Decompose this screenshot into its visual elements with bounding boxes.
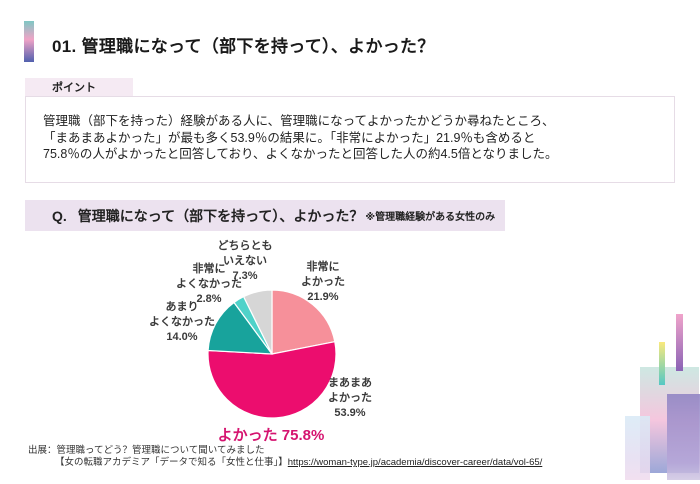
pie-label-text: いえない — [223, 255, 267, 267]
pie-label-text: まあまあ — [328, 377, 372, 389]
point-text-line: 「まあまあよかった」が最も多く53.9％の結果に。「非常によかった」21.9％も… — [43, 130, 536, 145]
pie-callout: よかった 75.8% — [217, 427, 325, 444]
pie-label-very-bad: 非常に よくなかった 2.8% — [170, 262, 248, 307]
pie-slice — [242, 289, 273, 355]
pie-label-value: 21.9% — [307, 291, 339, 303]
point-text-line: 管理職（部下を持った）経験がある人に、管理職になってよかったかどうか尋ねたところ… — [43, 114, 555, 128]
deco-gradient-square — [640, 367, 699, 473]
source-line-2-prefix: 【女の転職アカデミア「データで知る「女性と仕事」】 — [55, 457, 288, 468]
pie-label-value: 53.9% — [334, 407, 366, 419]
deco-lightblue-rect — [625, 416, 650, 480]
pie-label-value: 14.0% — [166, 331, 198, 343]
source-line-1: 出展：管理職ってどう？管理職について聞いてみました — [28, 445, 265, 456]
pie-label-very-good: 非常に よかった 21.9% — [288, 260, 358, 305]
pie-label-text: 非常に — [306, 261, 340, 273]
pie-label-value: 2.8% — [196, 293, 222, 305]
question-note: ※管理職経験がある女性のみ — [365, 212, 496, 223]
pie-label-value: 7.3% — [232, 270, 258, 282]
title-accent-bar — [24, 21, 34, 62]
pie-label-text: あまり — [165, 301, 199, 313]
pie-label-not-good: あまり よくなかった 14.0% — [134, 300, 230, 345]
pie-label-text: よかった — [301, 276, 345, 288]
pie-label-neither: どちらとも いえない 7.3% — [212, 239, 278, 284]
pie-label-text: よかった — [328, 392, 372, 404]
source-link[interactable]: https://woman-type.jp/academia/discover-… — [287, 457, 543, 468]
deco-pink-purple-bar — [676, 314, 683, 371]
point-box: 管理職（部下を持った）経験がある人に、管理職になってよかったかどうか尋ねたところ… — [25, 96, 675, 183]
pie-slice — [207, 301, 274, 355]
deco-yellow-teal-bar — [659, 342, 665, 385]
question-text: 管理職になって（部下を持って）、よかった？ — [77, 207, 364, 224]
pie-svg — [207, 289, 337, 419]
pie-slice — [271, 289, 336, 355]
pie-label-fair-good: まあまあ よかった 53.9% — [315, 376, 385, 421]
source-line-2: 【女の転職アカデミア「データで知る「女性と仕事」】https://woman-t… — [55, 457, 542, 469]
question-bar: Q. 管理職になって（部下を持って）、よかった？ ※管理職経験がある女性のみ — [25, 200, 505, 231]
deco-purple-rect — [667, 394, 700, 480]
point-text-line: 75.8％の人がよかったと回答しており、よくなかったと回答した人の約4.5倍とな… — [43, 147, 558, 161]
pie-label-text: よくなかった — [149, 316, 215, 328]
question-prefix: Q. — [52, 207, 67, 224]
point-tab: ポイント — [25, 78, 133, 96]
source-note: 出展：管理職ってどう？管理職について聞いてみました 【女の転職アカデミア「データ… — [28, 445, 542, 469]
pie-label-text: よくなかった — [176, 278, 242, 290]
pie-label-text: どちらとも — [217, 240, 273, 252]
page-title: 01. 管理職になって（部下を持って）、よかった？ — [52, 37, 435, 56]
pie-label-text: 非常に — [192, 263, 226, 275]
pie-slice — [207, 340, 337, 419]
